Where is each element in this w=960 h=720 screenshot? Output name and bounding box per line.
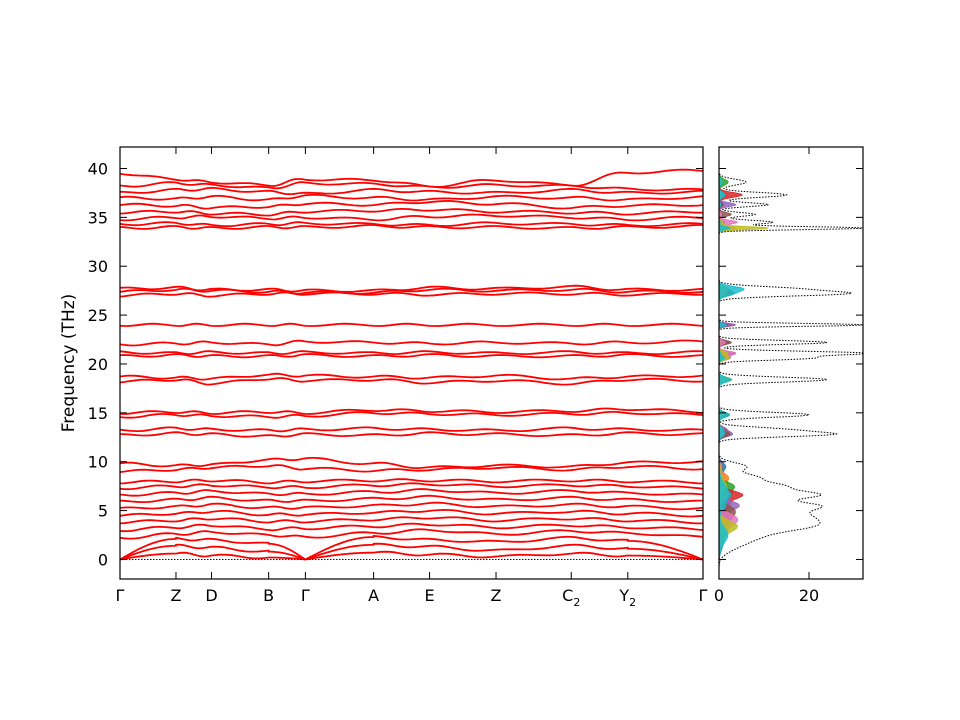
kpoint-label: Γ — [301, 586, 310, 605]
band-line — [120, 534, 703, 561]
band-line — [120, 213, 703, 222]
y-tick-label: 20 — [88, 355, 108, 374]
band-lines — [120, 168, 703, 561]
band-line — [120, 550, 703, 561]
kpoint-label: A — [368, 586, 379, 605]
band-line — [120, 478, 703, 485]
band-line — [120, 411, 703, 419]
y-tick-label: 15 — [88, 404, 108, 423]
band-line — [120, 501, 703, 511]
band-line — [120, 488, 703, 497]
dos-x-ticks: 0 20 — [714, 147, 819, 605]
kpoint-label: Z — [491, 586, 502, 605]
band-line — [120, 199, 703, 210]
kpoint-label: Γ — [699, 586, 708, 605]
band-line — [120, 186, 703, 196]
band-line — [120, 339, 703, 347]
band-line — [120, 542, 703, 561]
band-line — [120, 457, 703, 470]
band-line — [120, 224, 703, 230]
y-tick-label: 0 — [98, 550, 108, 569]
band-line — [120, 464, 703, 473]
y-axis-ticks: 0 5 10 15 20 25 30 35 40 — [88, 160, 703, 569]
band-axes-frame — [119, 146, 704, 580]
x-axis-ticks: Γ Z D B Γ A E Z C2 Y2 Γ — [116, 147, 708, 609]
dos-y-ticks — [719, 168, 863, 560]
band-line — [120, 482, 703, 491]
band-line — [120, 528, 703, 540]
kpoint-label: Γ — [116, 586, 125, 605]
band-line — [120, 372, 703, 381]
y-axis-label: Frequency (THz) — [59, 294, 79, 433]
y-tick-label: 5 — [98, 502, 108, 521]
band-line — [120, 516, 703, 525]
y-tick-label: 35 — [88, 208, 108, 227]
kpoint-label: D — [205, 586, 217, 605]
band-line — [120, 508, 703, 518]
band-line — [120, 426, 703, 433]
band-line — [120, 193, 703, 202]
kpoint-label: Z — [170, 586, 181, 605]
band-line — [120, 377, 703, 386]
band-line — [120, 350, 703, 356]
band-line — [120, 407, 703, 415]
band-line — [120, 322, 703, 327]
dos-x-tick-label: 0 — [714, 586, 724, 605]
band-line — [120, 207, 703, 217]
band-line — [120, 353, 703, 359]
band-line — [120, 522, 703, 533]
kpoint-label: E — [425, 586, 435, 605]
dos-panel: 0 20 — [714, 146, 864, 605]
dos-partial-curves — [719, 158, 769, 570]
band-line — [120, 494, 703, 503]
band-line — [120, 284, 703, 293]
band-line — [120, 221, 703, 228]
dos-axes-frame — [718, 146, 864, 580]
band-line — [120, 291, 703, 298]
band-line — [120, 431, 703, 438]
y-tick-label: 30 — [88, 257, 108, 276]
dos-x-tick-label: 20 — [799, 586, 819, 605]
band-line — [120, 181, 703, 192]
y-tick-label: 25 — [88, 306, 108, 325]
band-line — [120, 168, 703, 188]
y-tick-label: 10 — [88, 453, 108, 472]
kpoint-label: B — [263, 586, 274, 605]
band-line — [120, 287, 703, 295]
y-tick-label: 40 — [88, 160, 108, 179]
